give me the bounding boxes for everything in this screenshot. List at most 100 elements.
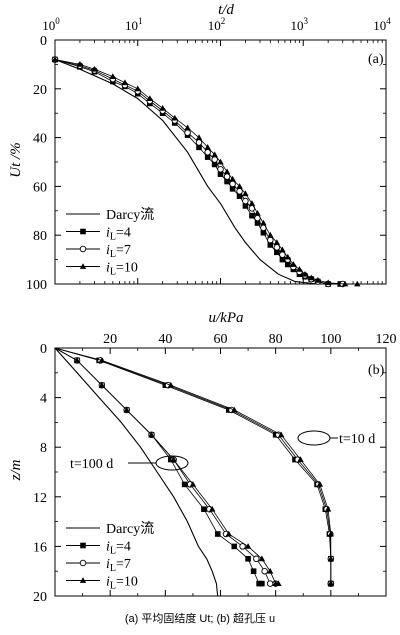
panel-b-xlabel: u/kPa — [209, 310, 244, 326]
legend-marker — [79, 245, 87, 253]
data-point — [229, 186, 236, 192]
data-point — [284, 261, 291, 268]
x-tick-label: 104 — [373, 16, 391, 33]
y-tick-label: 80 — [33, 229, 47, 244]
legend-label: iL=10 — [106, 575, 138, 592]
data-point — [249, 212, 255, 219]
data-point — [239, 543, 246, 550]
data-point — [242, 203, 249, 209]
data-point — [201, 506, 207, 512]
x-tick-label: 80 — [269, 332, 283, 347]
series-line-0 — [54, 58, 318, 285]
data-point — [236, 183, 243, 189]
panel-b-ylabel: z/m — [8, 459, 24, 481]
y-tick-label: 100 — [26, 278, 47, 293]
data-point — [273, 239, 281, 245]
annotation-t100: t=100 d — [70, 457, 113, 472]
y-tick-label: 60 — [33, 180, 47, 195]
figure-caption: (a) 平均固结度 Ut; (b) 超孔压 u — [125, 611, 275, 625]
data-point — [209, 505, 216, 512]
data-point — [261, 567, 268, 575]
x-tick-label: 60 — [214, 332, 228, 347]
data-point — [354, 280, 361, 287]
y-tick-label: 20 — [33, 590, 47, 605]
y-tick-label: 40 — [33, 132, 47, 147]
annotation-t10: t=10 d — [339, 432, 375, 447]
data-point — [259, 580, 265, 587]
data-point — [189, 481, 197, 487]
x-tick-label: 102 — [208, 16, 226, 33]
data-point — [167, 381, 175, 388]
data-point — [277, 431, 285, 438]
panel-a-ticks: 100 101 102 103 104 0 20 40 60 80 100 — [26, 16, 391, 293]
data-point — [290, 261, 297, 267]
data-point — [316, 481, 323, 487]
data-point — [253, 555, 260, 563]
panel-a-xlabel: t/d — [218, 2, 234, 18]
data-point — [327, 530, 335, 537]
series-line-0 — [54, 347, 219, 597]
data-point — [231, 406, 238, 413]
legend-label: iL=4 — [106, 226, 131, 243]
x-tick-label: 100 — [42, 16, 60, 33]
data-point — [225, 530, 232, 537]
y-tick-label: 4 — [40, 392, 47, 407]
data-point — [146, 95, 154, 101]
data-point — [76, 61, 84, 67]
x-tick-label: 20 — [103, 332, 117, 347]
data-point — [98, 381, 106, 388]
data-point — [229, 180, 236, 188]
data-point — [170, 456, 177, 462]
data-point — [314, 277, 322, 283]
data-point — [279, 256, 286, 263]
data-point — [296, 266, 303, 272]
data-point — [109, 73, 117, 79]
data-point — [260, 219, 267, 226]
data-point — [250, 568, 257, 574]
data-point — [121, 79, 129, 86]
legend-label: Darcy流 — [106, 521, 154, 537]
data-point — [184, 124, 191, 131]
data-point — [98, 357, 106, 363]
y-tick-label: 12 — [33, 491, 47, 506]
y-tick-label: 0 — [40, 342, 47, 357]
legend-label: iL=10 — [106, 261, 138, 278]
data-point — [159, 105, 166, 111]
data-point — [266, 580, 274, 587]
data-point — [267, 231, 274, 238]
data-point — [244, 543, 252, 549]
panel-b-ticks: 20 40 60 80 100 120 0 4 8 12 16 20 — [33, 332, 397, 605]
data-point — [211, 161, 218, 168]
data-point — [73, 357, 81, 363]
data-point — [181, 481, 188, 488]
data-point — [301, 270, 309, 277]
data-point — [324, 505, 332, 512]
x-tick-label: 100 — [320, 332, 341, 347]
panel-b-label: (b) — [368, 363, 385, 378]
y-tick-label: 0 — [40, 34, 47, 49]
panel-a-label: (a) — [368, 52, 384, 67]
data-point — [254, 220, 261, 226]
data-point — [260, 229, 267, 236]
y-tick-label: 16 — [33, 540, 47, 555]
panel-b: (b) u/kPa z/m 20 40 60 80 100 120 0 4 8 12 16 20 Da… — [8, 310, 397, 605]
data-point — [258, 555, 266, 562]
data-point — [327, 580, 335, 586]
data-point — [308, 274, 315, 281]
data-point — [196, 144, 202, 151]
legend-marker — [79, 577, 87, 583]
data-point — [204, 148, 211, 156]
legend-label: Darcy流 — [106, 207, 154, 223]
x-tick-label: 120 — [376, 332, 397, 347]
panel-a-plot — [51, 56, 361, 288]
legend-label: iL=7 — [106, 243, 131, 260]
data-point — [267, 236, 274, 244]
data-point — [245, 556, 251, 562]
data-point — [324, 279, 332, 286]
data-point — [236, 193, 243, 199]
data-point — [223, 168, 231, 175]
data-point — [217, 166, 224, 173]
legend-marker — [79, 559, 87, 567]
legend-label: iL=4 — [106, 540, 131, 557]
data-point — [171, 114, 178, 121]
